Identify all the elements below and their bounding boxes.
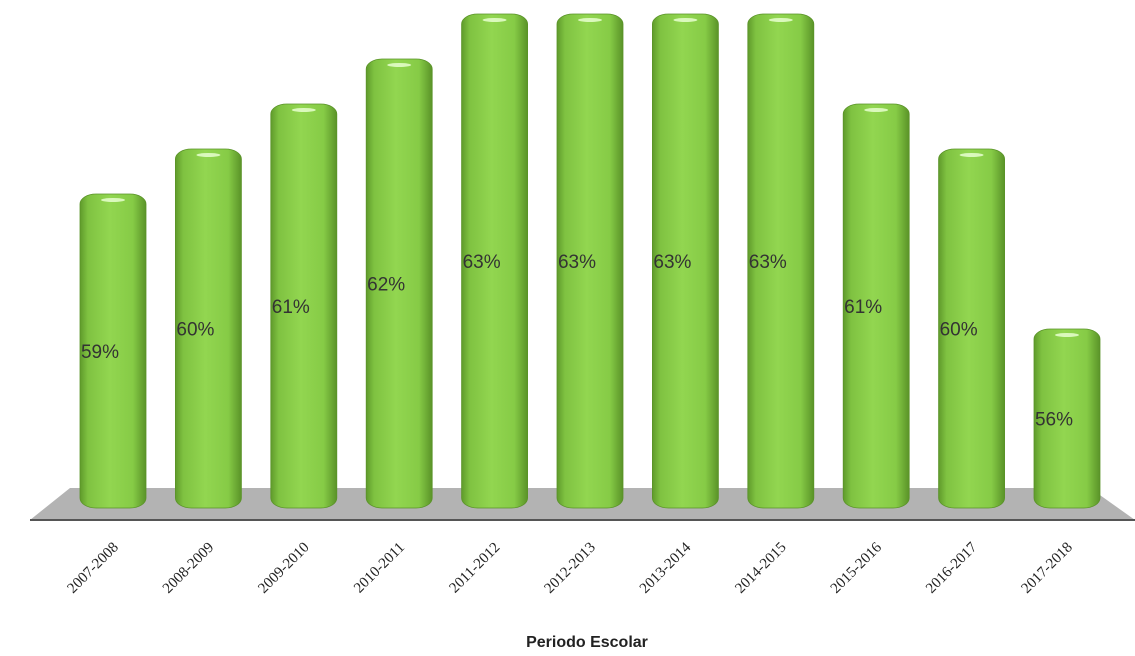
value-label-2011-2012: 63% (463, 252, 501, 273)
bar-2007-2008 (79, 193, 147, 509)
bar-highlight-2007-2008 (101, 198, 125, 202)
x-tick-label-2009-2010: 2009-2010 (255, 540, 312, 597)
value-label-2013-2014: 63% (653, 252, 691, 273)
bar-2015-2016 (842, 103, 910, 509)
value-label-2015-2016: 61% (844, 297, 882, 318)
x-tick-label-2017-2018: 2017-2018 (1019, 540, 1076, 597)
x-tick-labels-group: 2007-2008 2008-2009 2009-2010 2010-2011 2011… (65, 539, 1076, 597)
x-tick-label-2011-2012: 2011-2012 (447, 540, 504, 597)
bar-2009-2010 (270, 103, 338, 509)
bar-highlight-2012-2013 (578, 18, 602, 22)
bar-highlight-2015-2016 (864, 108, 889, 112)
bars-group (79, 13, 1101, 509)
value-label-2010-2011: 62% (367, 275, 405, 296)
value-label-2016-2017: 60% (940, 320, 978, 341)
value-labels-group: 59% 60% 61% 62% 63% 63% 63% 63% 61% 60% 56% (81, 252, 1073, 431)
x-tick-label-2008-2009: 2008-2009 (160, 540, 217, 597)
bar-2008-2009 (174, 148, 242, 509)
bar-highlight-2011-2012 (482, 18, 507, 22)
x-tick-label-2010-2011: 2010-2011 (351, 540, 408, 597)
bar-2013-2014 (652, 13, 719, 509)
x-axis-title: Periodo Escolar (526, 634, 648, 651)
value-label-2007-2008: 59% (81, 342, 119, 363)
bar-highlight-2014-2015 (768, 18, 793, 22)
value-label-2014-2015: 63% (749, 252, 787, 273)
bar-2010-2011 (365, 58, 433, 509)
bar-2011-2012 (461, 13, 529, 509)
x-tick-label-2016-2017: 2016-2017 (923, 539, 981, 597)
bar-highlight-2016-2017 (959, 153, 984, 157)
value-label-2008-2009: 60% (176, 320, 214, 341)
x-tick-label-2015-2016: 2015-2016 (828, 539, 886, 597)
x-tick-label-2014-2015: 2014-2015 (732, 540, 789, 597)
bar-highlight-2013-2014 (673, 18, 698, 22)
x-tick-label-2013-2014: 2013-2014 (637, 539, 695, 597)
bar-highlight-2010-2011 (387, 63, 412, 67)
x-tick-label-2012-2013: 2012-2013 (542, 540, 599, 597)
bar-highlight-2008-2009 (196, 153, 221, 157)
bar-highlight-2009-2010 (291, 108, 316, 112)
value-label-2017-2018: 56% (1035, 410, 1073, 431)
bar-2016-2017 (938, 148, 1005, 509)
x-tick-label-2007-2008: 2007-2008 (65, 540, 122, 597)
bar-2014-2015 (747, 13, 815, 509)
value-label-2009-2010: 61% (272, 297, 310, 318)
bar-2017-2018 (1033, 328, 1101, 509)
bar-highlight-2017-2018 (1055, 333, 1079, 337)
value-label-2012-2013: 63% (558, 252, 596, 273)
bar-2012-2013 (556, 13, 624, 509)
